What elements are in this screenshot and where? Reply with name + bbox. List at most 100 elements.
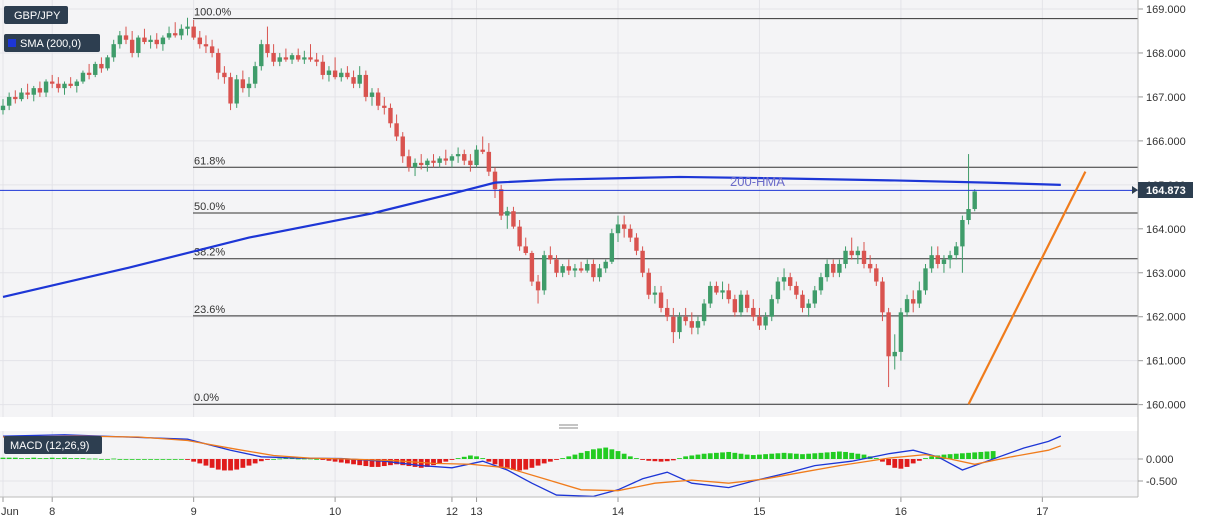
macd-histogram-bar (37, 458, 43, 459)
candle (904, 294, 910, 317)
candle (62, 81, 67, 95)
x-tick-label: 17 (1036, 506, 1048, 518)
candle-body (714, 285, 719, 293)
candle-body (972, 191, 977, 210)
macd-histogram-bar (498, 459, 504, 467)
candle (634, 233, 639, 256)
candle (68, 77, 73, 89)
macd-histogram-bar (154, 459, 160, 460)
macd-histogram-bar (597, 448, 602, 459)
candle (529, 250, 535, 286)
candle (849, 237, 854, 260)
macd-histogram-bar (92, 458, 98, 460)
signal-line (2, 435, 1062, 492)
candle-body (892, 351, 897, 357)
candle-body (652, 292, 658, 295)
candle-body (105, 57, 110, 69)
candle-body (781, 277, 787, 282)
macd-histogram-bar (800, 454, 805, 459)
candle-body (572, 268, 578, 271)
macd-histogram-bar (689, 455, 695, 459)
candle-body (658, 292, 664, 308)
candle-body (431, 160, 436, 163)
candle-body (80, 72, 86, 82)
candle (320, 55, 325, 80)
candle (911, 290, 916, 313)
candle (123, 26, 129, 45)
candle (535, 274, 541, 304)
fib-label: 50.0% (194, 201, 225, 213)
candle (874, 263, 879, 286)
macd-histogram-bar (634, 458, 639, 459)
macd-histogram-bar (135, 459, 141, 460)
candle-body (788, 277, 793, 286)
candle-body (941, 259, 947, 264)
candle (129, 30, 135, 58)
candle-body (99, 63, 104, 69)
candle-body (332, 70, 338, 78)
candle (751, 299, 756, 322)
candle-body (548, 255, 553, 260)
macd-histogram-bar (228, 459, 233, 471)
candle-body (585, 263, 590, 271)
panel-resize-handle[interactable] (559, 424, 578, 429)
candle (74, 79, 79, 93)
candle (99, 57, 104, 73)
candle (234, 74, 239, 108)
y-tick-label: 163.000 (1146, 268, 1186, 280)
x-tick-label: 14 (612, 506, 624, 518)
candle (382, 96, 387, 115)
macd-histogram-bar (80, 458, 86, 459)
candle-body (369, 92, 375, 97)
macd-histogram-bar (966, 452, 971, 459)
candle (13, 90, 18, 104)
y-tick-label: 169.000 (1146, 4, 1186, 16)
candle (781, 268, 787, 291)
candle (308, 44, 313, 62)
candle (265, 26, 270, 58)
candle (788, 272, 793, 291)
candle (332, 57, 338, 80)
current-price-label: 164.873 (1146, 185, 1186, 197)
macd-histogram-bar (683, 456, 689, 459)
symbol-badge[interactable]: GBP/JPY (4, 6, 68, 24)
macd-histogram-bar (111, 458, 117, 460)
macd-histogram-bar (166, 459, 172, 460)
candle-body (345, 72, 350, 78)
candle (511, 206, 516, 229)
macd-histogram-bar (960, 453, 965, 459)
macd-histogram-bar (197, 459, 203, 464)
sma-badge[interactable]: SMA (200,0) (4, 34, 100, 52)
candle (603, 259, 608, 273)
candle-body (492, 171, 498, 190)
candle (314, 52, 319, 67)
macd-histogram-bar (25, 458, 30, 459)
candle (289, 52, 295, 64)
candle (154, 33, 159, 49)
candle-body (13, 96, 18, 100)
candle-body (898, 312, 904, 352)
candle-body (726, 290, 731, 300)
macd-histogram-bar (695, 454, 701, 459)
macd-histogram-bar (468, 455, 473, 459)
macd-histogram-bar (627, 456, 633, 459)
macd-histogram-bar (338, 459, 344, 463)
candle-body (234, 79, 239, 104)
macd-histogram-bar (910, 459, 916, 464)
candle-body (800, 294, 805, 308)
candle (406, 149, 412, 172)
macd-histogram-bar (437, 459, 443, 464)
macd-badge[interactable]: MACD (12,26,9) (4, 436, 102, 454)
candle (818, 272, 824, 295)
macd-histogram-bar (720, 452, 725, 459)
macd-histogram-bar (763, 454, 768, 459)
candle (665, 299, 670, 322)
macd-histogram-bar (578, 452, 584, 459)
macd-histogram-bar (615, 451, 621, 459)
candle (43, 79, 49, 97)
macd-histogram-bar (664, 459, 670, 462)
candle-body (701, 303, 707, 322)
macd-histogram-bar (240, 459, 246, 468)
candle (714, 281, 719, 295)
